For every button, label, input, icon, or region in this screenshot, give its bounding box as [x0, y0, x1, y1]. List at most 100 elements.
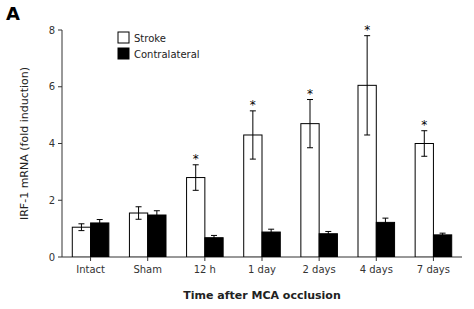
bar: [72, 227, 90, 257]
error-bar: [136, 207, 142, 219]
error-stem: [328, 231, 329, 236]
significance-label: *: [193, 152, 199, 166]
error-stem: [81, 224, 82, 231]
x-tick: [376, 257, 377, 261]
error-bar: [440, 233, 446, 236]
x-tick: [90, 257, 91, 261]
x-tick-label: 12 h: [194, 264, 216, 275]
error-bar: [193, 165, 199, 191]
error-cap: [97, 226, 103, 227]
error-cap: [211, 235, 217, 236]
bar: [415, 144, 433, 258]
x-tick-label: Intact: [76, 264, 105, 275]
error-bar: [268, 229, 274, 235]
error-stem: [385, 218, 386, 227]
y-tick: [58, 143, 62, 144]
bar: [91, 223, 109, 257]
error-cap: [78, 223, 84, 224]
error-stem: [252, 111, 253, 159]
error-cap: [382, 218, 388, 219]
error-cap: [364, 134, 370, 135]
error-stem: [442, 233, 443, 236]
error-cap: [421, 156, 427, 157]
error-bar: [382, 218, 388, 227]
error-cap: [307, 147, 313, 148]
significance-label: *: [250, 98, 256, 112]
x-tick: [319, 257, 320, 261]
error-cap: [325, 231, 331, 232]
chart: 0 2 4 6 8 Intact Sham 12 h 1 day 2 days 4 days 7 da…: [0, 0, 474, 309]
error-stem: [214, 235, 215, 240]
error-cap: [136, 206, 142, 207]
panel-label: A: [6, 3, 20, 24]
legend-swatch: [118, 48, 129, 59]
error-stem: [310, 100, 311, 148]
bar: [319, 234, 337, 257]
error-cap: [193, 190, 199, 191]
x-tick-label: 7 days: [417, 264, 450, 275]
y-tick-label: 6: [49, 81, 55, 92]
error-stem: [156, 211, 157, 220]
bar: [205, 238, 223, 257]
error-cap: [211, 239, 217, 240]
bars: [72, 36, 451, 257]
y-tick-label: 4: [49, 138, 55, 149]
error-cap: [136, 219, 142, 220]
bar: [262, 232, 280, 257]
error-cap: [325, 236, 331, 237]
error-bar: [78, 224, 84, 231]
significance-label: *: [307, 87, 313, 101]
y-tick: [58, 200, 62, 201]
error-bar: [364, 36, 370, 135]
y-tick-label: 8: [49, 25, 55, 36]
bar: [148, 215, 166, 257]
significance-label: *: [421, 118, 427, 132]
error-cap: [78, 230, 84, 231]
error-cap: [440, 233, 446, 234]
error-bar: [325, 231, 331, 236]
x-tick-label: 2 days: [303, 264, 336, 275]
error-cap: [154, 219, 160, 220]
x-tick: [204, 257, 205, 261]
error-bar: [421, 131, 427, 157]
error-cap: [97, 219, 103, 220]
y-tick-label: 0: [49, 252, 55, 263]
error-stem: [271, 229, 272, 235]
error-bar: [154, 211, 160, 220]
error-bar: [307, 100, 313, 148]
significance-label: *: [364, 23, 370, 37]
error-bar: [250, 111, 256, 159]
error-cap: [268, 229, 274, 230]
legend-label: Stroke: [134, 33, 166, 44]
error-bar: [211, 235, 217, 240]
x-tick: [262, 257, 263, 261]
error-stem: [367, 36, 368, 135]
y-tick: [58, 86, 62, 87]
error-cap: [382, 226, 388, 227]
x-tick-label: Sham: [133, 264, 162, 275]
bar: [129, 213, 147, 257]
x-tick-label: 1 day: [248, 264, 276, 275]
error-cap: [250, 159, 256, 160]
y-tick-label: 2: [49, 195, 55, 206]
error-stem: [138, 207, 139, 219]
y-axis-label: IRF-1 mRNA (fold induction): [18, 67, 31, 220]
error-bar: [97, 220, 103, 227]
x-tick: [433, 257, 434, 261]
error-cap: [440, 236, 446, 237]
y-tick: [58, 257, 62, 258]
legend-label: Contralateral: [134, 49, 200, 60]
error-stem: [424, 131, 425, 157]
x-tick-label: 4 days: [360, 264, 393, 275]
bar: [433, 235, 451, 257]
legend-swatch: [118, 32, 129, 43]
legend: Stroke Contralateral: [118, 32, 200, 60]
x-tick: [147, 257, 148, 261]
y-tick: [58, 30, 62, 31]
x-axis-label: Time after MCA occlusion: [183, 289, 340, 302]
bar: [376, 222, 394, 257]
error-cap: [268, 234, 274, 235]
error-cap: [154, 210, 160, 211]
error-stem: [99, 220, 100, 227]
error-stem: [195, 165, 196, 191]
